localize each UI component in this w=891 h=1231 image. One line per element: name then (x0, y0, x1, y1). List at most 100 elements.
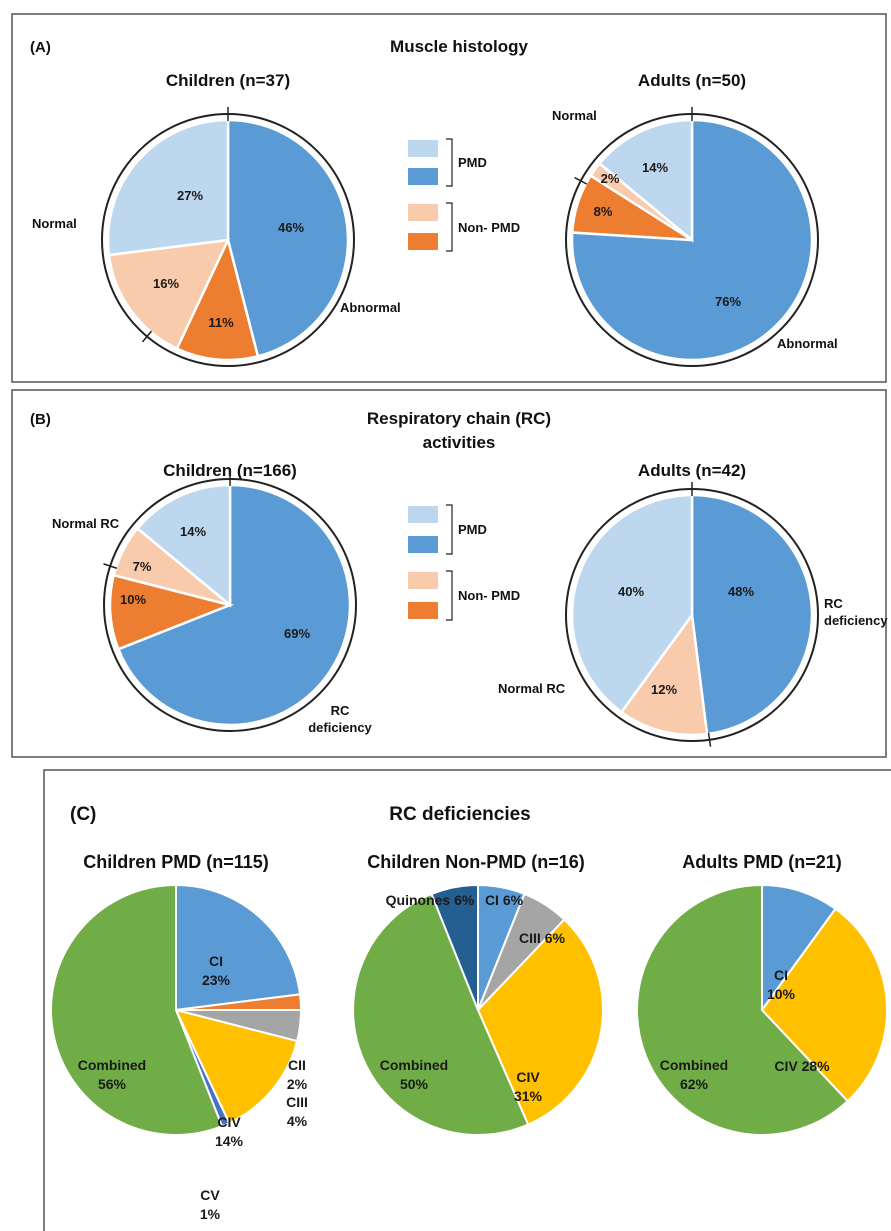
chart-title-c-children-nonpmd: Children Non-PMD (n=16) (367, 852, 585, 872)
slice-label-pmd-abnormal: 76% (715, 294, 741, 309)
legend-swatch-nonpmd-normal (408, 572, 438, 589)
slice-label-non-pmd-normal-rc: 12% (651, 682, 677, 697)
slice-label-combined: Combined 56% (78, 1057, 146, 1092)
legend-label-pmd: PMD (458, 522, 487, 537)
pie-slice-non-pmd-abnormal (175, 236, 260, 362)
pie-slice-combined (636, 883, 849, 1136)
legend-swatch-pmd-abnormal (408, 168, 438, 185)
pie-slice-pmd-rc-deficiency (690, 493, 814, 736)
panel-b-letter: (B) (30, 411, 51, 428)
pie-slice-ci (761, 883, 837, 1014)
slice-label-pmd-rc-deficiency: 69% (284, 626, 310, 641)
legend-swatch-nonpmd-deficiency (408, 602, 438, 619)
slice-label-non-pmd-abnormal: 11% (208, 315, 234, 330)
panel-b-title-line2: activities (423, 433, 496, 452)
panel-c-frame (43, 769, 891, 1231)
slice-label-pmd-rc-deficiency: 48% (728, 584, 754, 599)
pie-chart-b-adults: 48% 12% 40% Normal RC RC deficiency (498, 482, 888, 747)
pie-slice-non-pmd-normal-rc (619, 611, 709, 737)
panel-a-letter: (A) (30, 39, 51, 56)
slice-label-non-pmd-rc-deficiency: 10% (120, 592, 146, 607)
pie-slice-pmd-abnormal (226, 118, 350, 358)
legend-b: PMD Non- PMD (408, 504, 520, 621)
slice-label-pmd-normal-rc: 40% (618, 584, 644, 599)
pie-slice-non-pmd-rc-deficiency (108, 573, 235, 651)
outer-label-normal: Normal RC (52, 516, 120, 531)
panel-a-frame (11, 13, 887, 383)
outer-label-normal: Normal (552, 108, 597, 123)
outer-label-deficiency: RC deficiency (308, 703, 372, 735)
pie-slice-civ (476, 918, 604, 1126)
legend-swatch-nonpmd-normal (408, 204, 438, 221)
legend-bracket (446, 570, 453, 621)
slice-label-cii: CII 2% (287, 1057, 308, 1092)
ring-tick (707, 732, 712, 747)
pie-slice-pmd-normal (597, 118, 694, 243)
slice-label-ciii: CIII 4% (286, 1094, 308, 1129)
slice-label-pmd-abnormal: 46% (278, 220, 304, 235)
legend-bracket (446, 504, 453, 555)
outer-label-abnormal: Abnormal (340, 300, 401, 315)
pie-slice-civ (760, 907, 888, 1103)
slice-label-ciii: CIII 6% (519, 930, 565, 946)
slice-label-civ: CIV 31% (514, 1069, 543, 1104)
pie-chart-c-adults-pmd: CI 10% CIV 28% Combined 62% (636, 883, 888, 1136)
ring-tick (141, 330, 153, 343)
pie-slice-pmd-normal-rc (135, 483, 232, 608)
pie-slice-pmd-rc-deficiency (116, 483, 352, 727)
pie-slice-pmd-normal (106, 118, 230, 257)
slice-label-civ: CIV 28% (774, 1058, 830, 1074)
pie-chart-c-children-nonpmd: CI 6% CIII 6% CIV 31% Combined 50% Quinones 6% (352, 883, 604, 1136)
pie-chart-a-children: 46% 11% 16% 27% Normal Abnormal (32, 107, 401, 367)
pie-slice-combined (50, 883, 224, 1136)
chart-title-a-children: Children (n=37) (166, 71, 290, 90)
slice-label-combined: Combined 62% (660, 1057, 728, 1092)
slice-label-civ: CIV 14% (215, 1114, 244, 1149)
chart-title-c-children-pmd: Children PMD (n=115) (83, 852, 269, 872)
slice-label-non-pmd-normal-rc: 7% (133, 559, 152, 574)
legend-label-nonpmd: Non- PMD (458, 588, 520, 603)
pie-chart-c-children-pmd: CI 23% CII 2%CIII 4% CIV 14% CV 1% Combined 56% (50, 883, 308, 1222)
legend-bracket (446, 202, 453, 252)
pie-chart-b-children: 69% 10% 7% 14% Normal RC RC deficiency (52, 472, 373, 735)
slice-label-quinones: Quinones 6% (386, 892, 475, 908)
panel-b-title-line1: Respiratory chain (RC) (367, 409, 551, 428)
legend-swatch-nonpmd-abnormal (408, 233, 438, 250)
legend-swatch-pmd-normal (408, 140, 438, 157)
slice-label-ci: CI 23% (202, 953, 231, 988)
slice-label-pmd-normal: 14% (642, 160, 668, 175)
slice-label-non-pmd-normal: 2% (601, 171, 620, 186)
chart-title-b-children: Children (n=166) (163, 461, 297, 480)
pie-slice-quinones (430, 883, 479, 1011)
slice-label-pmd-normal-rc: 14% (180, 524, 206, 539)
slice-label-non-pmd-normal: 16% (153, 276, 179, 291)
outer-label-deficiency: RC deficiency (824, 596, 888, 628)
legend-label-pmd: PMD (458, 155, 487, 170)
legend-swatch-pmd-deficiency (408, 536, 438, 553)
pie-slice-civ (174, 1008, 299, 1125)
pie-chart-a-adults: 76% 8% 2% 14% Normal Abnormal (552, 107, 838, 367)
slice-label-ci: CI 10% (767, 967, 796, 1002)
chart-title-c-adults-pmd: Adults PMD (n=21) (682, 852, 842, 872)
chart-title-b-adults: Adults (n=42) (638, 461, 746, 480)
panel-c-letter: (C) (70, 804, 96, 825)
slice-label-combined: Combined 50% (380, 1057, 448, 1092)
legend-a: PMD Non- PMD (408, 138, 520, 252)
pie-slice-ci (175, 883, 302, 1012)
ring-tick (103, 563, 118, 569)
ring-tick (574, 176, 588, 185)
outer-label-normal: Normal RC (498, 681, 566, 696)
chart-title-a-adults: Adults (n=50) (638, 71, 746, 90)
panel-a-title: Muscle histology (390, 37, 528, 56)
slice-label-non-pmd-abnormal: 8% (594, 204, 613, 219)
outer-label-abnormal: Abnormal (777, 336, 838, 351)
outer-label-normal: Normal (32, 216, 77, 231)
pie-slice-non-pmd-normal (107, 238, 231, 351)
slice-label-ci: CI 6% (485, 892, 524, 908)
pie-slice-pmd-normal-rc (570, 493, 694, 714)
legend-bracket (446, 138, 453, 187)
slice-label-pmd-normal: 27% (177, 188, 203, 203)
legend-label-nonpmd: Non- PMD (458, 220, 520, 235)
panel-c-title: RC deficiencies (389, 804, 531, 825)
